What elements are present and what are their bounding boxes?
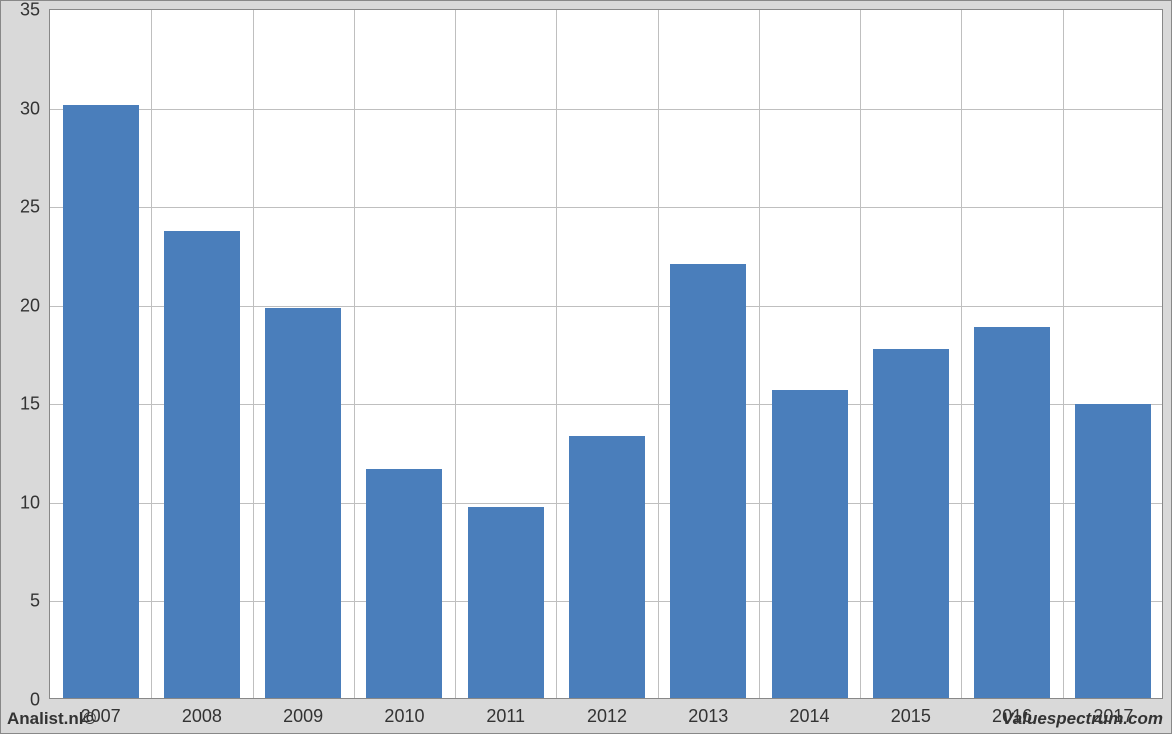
bar: [63, 105, 139, 698]
gridline-v: [1063, 10, 1064, 698]
ytick-label: 10: [20, 492, 50, 513]
footer-right: Valuespectrum.com: [1002, 709, 1163, 729]
gridline-h: [50, 109, 1162, 110]
gridline-v: [455, 10, 456, 698]
ytick-label: 25: [20, 197, 50, 218]
bar: [468, 507, 544, 698]
gridline-v: [556, 10, 557, 698]
ytick-label: 35: [20, 0, 50, 21]
chart-frame: 0510152025303520072008200920102011201220…: [0, 0, 1172, 734]
xtick-label: 2015: [891, 698, 931, 727]
bar: [873, 349, 949, 698]
bar: [265, 308, 341, 698]
ytick-label: 0: [30, 690, 50, 711]
xtick-label: 2014: [790, 698, 830, 727]
plot-area: 0510152025303520072008200920102011201220…: [49, 9, 1163, 699]
bar: [1075, 404, 1151, 698]
gridline-v: [354, 10, 355, 698]
ytick-label: 30: [20, 98, 50, 119]
bar: [974, 327, 1050, 698]
xtick-label: 2012: [587, 698, 627, 727]
xtick-label: 2011: [486, 698, 525, 727]
ytick-label: 5: [30, 591, 50, 612]
footer-left: Analist.nl©: [7, 709, 96, 729]
bar: [164, 231, 240, 698]
ytick-label: 15: [20, 394, 50, 415]
ytick-label: 20: [20, 295, 50, 316]
gridline-v: [151, 10, 152, 698]
gridline-v: [658, 10, 659, 698]
bar: [366, 469, 442, 698]
gridline-h: [50, 207, 1162, 208]
xtick-label: 2008: [182, 698, 222, 727]
xtick-label: 2009: [283, 698, 323, 727]
bar: [772, 390, 848, 698]
gridline-v: [961, 10, 962, 698]
bar: [569, 436, 645, 698]
xtick-label: 2010: [384, 698, 424, 727]
xtick-label: 2013: [688, 698, 728, 727]
gridline-v: [253, 10, 254, 698]
gridline-v: [860, 10, 861, 698]
bar: [670, 264, 746, 698]
gridline-v: [759, 10, 760, 698]
